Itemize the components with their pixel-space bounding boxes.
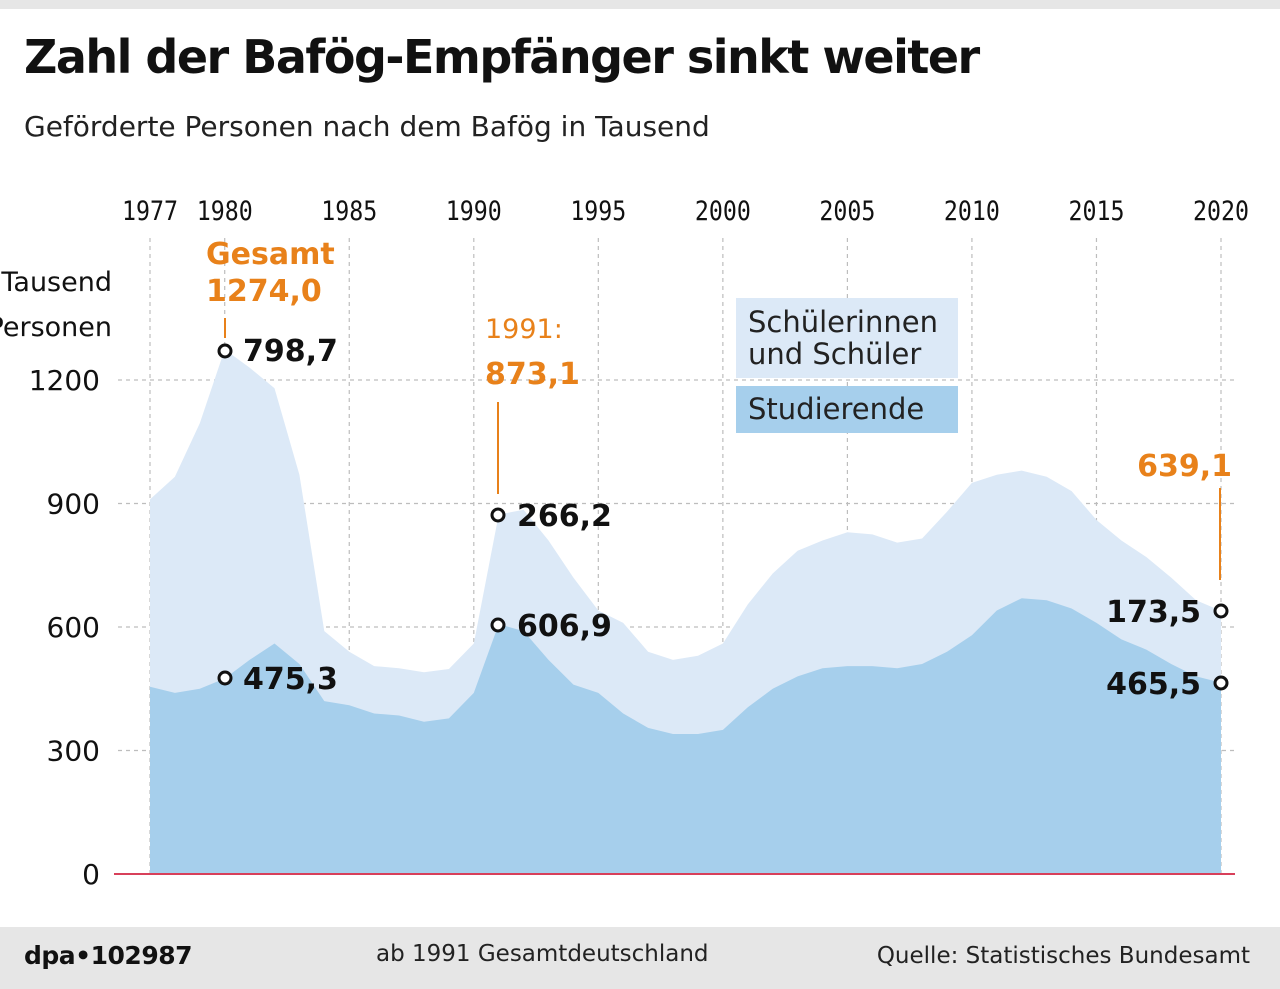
x-tick-2015: 2015 xyxy=(1068,196,1124,227)
x-tick-2005: 2005 xyxy=(819,196,875,227)
area-studierende xyxy=(150,598,1221,874)
top-bar xyxy=(0,0,1280,9)
x-axis-ticks: 1977 1980 1985 1990 1995 2000 2005 2010 2015 2020 xyxy=(122,196,1249,227)
annotation-1991-top-marker xyxy=(490,507,506,523)
y-tick-0: 0 xyxy=(82,858,100,891)
annotation-2020-top-marker xyxy=(1213,603,1229,619)
y-axis-label-line2: Personen xyxy=(0,312,112,343)
x-tick-1977: 1977 xyxy=(122,196,178,227)
y-axis-label-line1: Tausend xyxy=(0,267,112,298)
x-tick-1995: 1995 xyxy=(570,196,626,227)
annotation-1991-bottom-value: 606,9 xyxy=(517,609,612,644)
x-tick-1980: 1980 xyxy=(197,196,253,227)
y-tick-1200: 1200 xyxy=(29,364,100,397)
footer-note: ab 1991 Gesamtdeutschland xyxy=(376,941,709,967)
x-tick-2000: 2000 xyxy=(695,196,751,227)
y-axis-ticks: 0 300 600 900 1200 xyxy=(29,364,100,891)
x-tick-2010: 2010 xyxy=(944,196,1000,227)
legend-label-studierende: Studierende xyxy=(748,392,924,426)
annotation-1980-total: 1274,0 xyxy=(206,274,322,309)
x-tick-2020: 2020 xyxy=(1193,196,1249,227)
legend-label-schueler-line2: und Schüler xyxy=(748,337,921,371)
annotation-2020-top-value: 173,5 xyxy=(1106,595,1201,630)
annotation-1980-bottom-value: 475,3 xyxy=(243,662,338,697)
annotation-1991-title: 1991: xyxy=(485,314,563,345)
annotation-2020-bottom-marker xyxy=(1213,675,1229,691)
footer-bar: dpa•102987 ab 1991 Gesamtdeutschland Que… xyxy=(0,927,1280,989)
graphic-code: dpa•102987 xyxy=(24,941,193,970)
legend-label-schueler-line1: Schülerinnen xyxy=(748,305,938,339)
annotation-1980-top-value: 798,7 xyxy=(243,334,338,369)
y-tick-900: 900 xyxy=(47,488,100,521)
x-tick-1985: 1985 xyxy=(321,196,377,227)
legend-swatch-schueler xyxy=(736,298,958,378)
y-tick-600: 600 xyxy=(47,611,100,644)
annotation-1991-top-value: 266,2 xyxy=(517,499,612,534)
chart-subtitle: Geförderte Personen nach dem Bafög in Ta… xyxy=(24,110,710,143)
annotation-1980-top-marker xyxy=(217,343,233,359)
annotation-1980-title: Gesamt xyxy=(206,237,335,272)
area-chart: 1977 1980 1985 1990 1995 2000 2005 2010 2015 2020… xyxy=(0,196,1249,891)
legend-swatch-studierende xyxy=(736,386,958,433)
annotation-1991-total: 873,1 xyxy=(485,357,580,392)
chart-title: Zahl der Bafög-Empfänger sinkt weiter xyxy=(24,30,980,84)
annotation-2020-total: 639,1 xyxy=(1137,449,1232,484)
x-tick-1990: 1990 xyxy=(446,196,502,227)
annotation-1991-bottom-marker xyxy=(490,617,506,633)
y-tick-300: 300 xyxy=(47,735,100,768)
annotation-2020-bottom-value: 465,5 xyxy=(1106,667,1201,702)
source-credit: Quelle: Statistisches Bundesamt xyxy=(876,943,1250,969)
annotation-1980-bottom-marker xyxy=(217,670,233,686)
